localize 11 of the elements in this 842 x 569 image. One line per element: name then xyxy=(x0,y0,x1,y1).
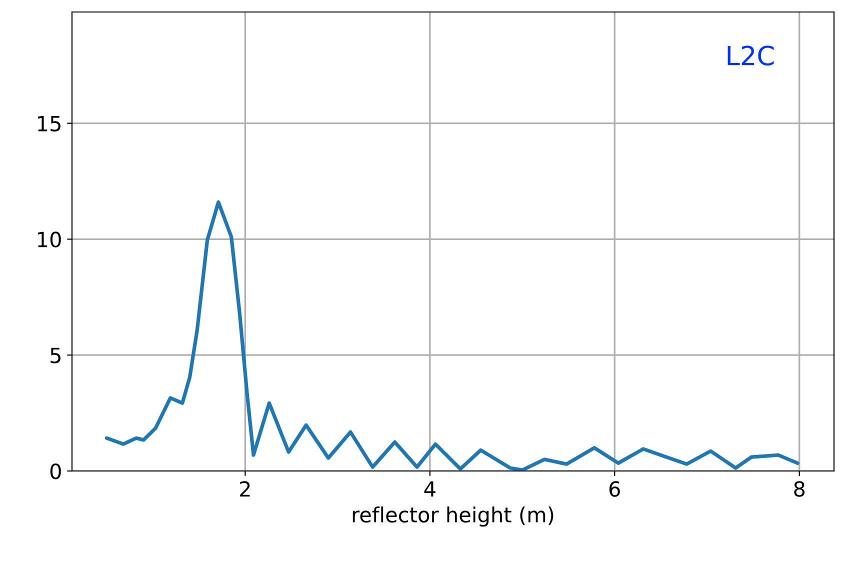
y-tick-label: 5 xyxy=(50,348,60,364)
y-tick-label: 10 xyxy=(38,232,61,248)
line-series xyxy=(104,200,800,471)
y-tick-label: 0 xyxy=(50,463,61,480)
x-tick-label: 2 xyxy=(240,481,250,497)
annotation: L2C xyxy=(728,46,774,66)
x-tick-label: 8 xyxy=(794,481,805,497)
y-tick-label: 15 xyxy=(38,116,60,132)
x-axis-title: reflector height (m) xyxy=(352,506,554,527)
x-tick-label: 6 xyxy=(609,481,620,497)
x-tick-label: 4 xyxy=(424,481,436,497)
